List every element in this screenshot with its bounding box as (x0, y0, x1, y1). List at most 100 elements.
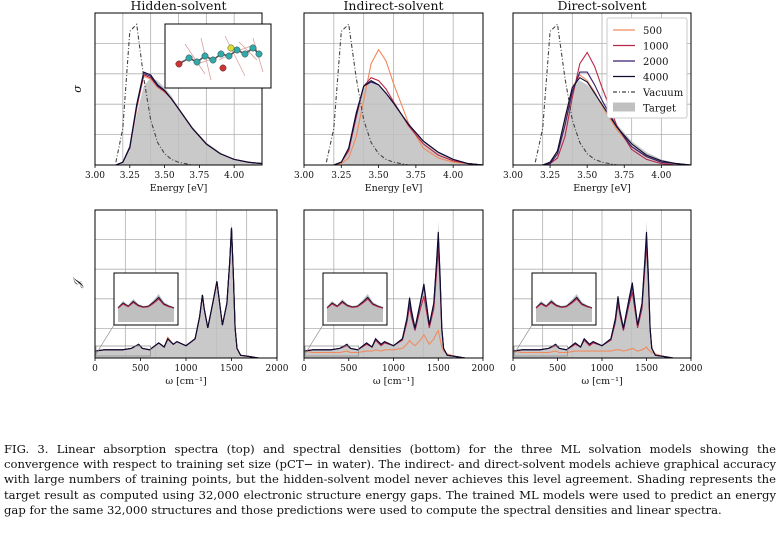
series-target-area (326, 80, 483, 165)
zoom-region-box (304, 345, 360, 357)
x-axis-label: Energy [eV] (573, 183, 631, 194)
inset-connector (513, 324, 533, 355)
inset-connector (304, 324, 324, 355)
molecule-atom (241, 50, 249, 58)
y-axis-label: σ (71, 85, 84, 93)
inset-series-4000 (117, 296, 175, 309)
legend-swatch-target (613, 102, 635, 112)
x-tick-label: 1500 (427, 364, 450, 374)
chart-panel-4: 0 500 1000 1500 2000 ω [cm⁻¹] 𝒥 (71, 209, 289, 387)
molecule-atom (225, 52, 233, 60)
x-tick-label: 2000 (680, 364, 703, 374)
x-tick-label: 3.50 (577, 171, 597, 181)
series-line-500 (303, 329, 483, 359)
molecule-atom (255, 50, 263, 58)
inset-series-1000 (535, 298, 593, 309)
molecule-atom (233, 46, 241, 54)
legend-label: Target (643, 104, 676, 115)
series-target-area (115, 77, 262, 165)
legend-label: 2000 (643, 57, 668, 68)
molecule-atom (193, 58, 201, 66)
series-target-area (95, 221, 277, 358)
axes-frame (303, 12, 484, 166)
series-line-vacuum (115, 23, 262, 166)
molecule-inset (164, 23, 272, 89)
inset-connector (95, 324, 115, 355)
zoom-region-box (95, 345, 151, 357)
legend-label: 1000 (643, 42, 668, 53)
chart-panel-1: 3.00 3.25 3.50 3.75 4.00 Energy [eV] Hidden-so… (71, 0, 263, 194)
x-tick-label: 3.50 (155, 171, 175, 181)
chart-panel-5: 0 500 1000 1500 2000 ω [cm⁻¹] (301, 209, 495, 387)
water-molecule (184, 43, 206, 75)
axes-frame (94, 12, 263, 166)
x-tick-label: 4.00 (443, 171, 463, 181)
molecule-atom (217, 50, 225, 58)
x-tick-label: 500 (132, 364, 149, 374)
series-line-2000 (535, 71, 692, 166)
x-tick-label: 0 (92, 364, 98, 374)
x-tick-label: 0 (301, 364, 307, 374)
x-tick-label: 3.75 (189, 171, 209, 181)
x-tick-label: 3.00 (85, 171, 105, 181)
x-tick-label: 1000 (382, 364, 405, 374)
chart-panel-6: 0 500 1000 1500 2000 ω [cm⁻¹] (510, 209, 703, 387)
inset-series-1000 (117, 298, 175, 309)
chart-title: Indirect-solvent (343, 0, 443, 13)
x-tick-label: 500 (549, 364, 566, 374)
x-tick-label: 3.25 (540, 171, 560, 181)
series-line-4000 (115, 71, 263, 166)
series-line-4000 (535, 76, 692, 166)
x-axis-label: Energy [eV] (365, 183, 423, 194)
molecule-atom (227, 44, 235, 52)
series-line-500 (326, 48, 484, 166)
x-tick-label: 2000 (472, 364, 495, 374)
molecule-atom (249, 44, 257, 52)
x-axis-label: ω [cm⁻¹] (581, 376, 622, 387)
x-tick-label: 4.00 (651, 171, 671, 181)
x-tick-label: 1000 (591, 364, 614, 374)
legend: 500 1000 2000 4000 Vacuum Target (606, 17, 688, 119)
series-target-area (535, 80, 691, 165)
chart-title: Hidden-solvent (130, 0, 226, 13)
x-axis-label: Energy [eV] (150, 183, 208, 194)
molecule-atom (175, 60, 183, 68)
legend-frame (606, 17, 688, 119)
series-line-500 (512, 346, 691, 359)
water-molecule (224, 35, 246, 77)
x-tick-label: 4.00 (224, 171, 244, 181)
x-tick-label: 3.00 (294, 171, 314, 181)
x-tick-label: 1500 (635, 364, 658, 374)
legend-label: 4000 (643, 73, 668, 84)
x-axis-label: ω [cm⁻¹] (373, 376, 414, 387)
series-line-1000 (326, 77, 484, 166)
inset-series-1000 (326, 298, 384, 309)
x-axis-label: ω [cm⁻¹] (165, 376, 206, 387)
zoom-region-box (513, 345, 568, 357)
series-line-4000 (326, 79, 484, 166)
x-tick-label: 3.75 (406, 171, 426, 181)
x-tick-label: 2000 (266, 364, 289, 374)
inset-series-4000 (326, 296, 384, 309)
series-line-1000 (535, 51, 691, 166)
legend-label: 500 (643, 26, 662, 37)
x-tick-label: 500 (340, 364, 357, 374)
x-tick-label: 3.75 (614, 171, 634, 181)
x-tick-label: 1000 (175, 364, 198, 374)
y-axis-label: 𝒥 (71, 276, 84, 289)
figure-canvas: 3.00 3.25 3.50 3.75 4.00 Energy [eV] Hidden-so… (71, 0, 703, 387)
series-line-vacuum (325, 23, 483, 166)
x-tick-label: 3.25 (120, 171, 140, 181)
figure-caption: FIG. 3. Linear absorption spectra (top) … (4, 442, 776, 517)
chart-panel-2: 3.00 3.25 3.50 3.75 4.00 Energy [eV] Indirect-… (294, 0, 484, 194)
molecule-atom (185, 54, 193, 62)
inset-series-4000 (535, 296, 593, 309)
legend-label: Vacuum (642, 88, 684, 99)
x-tick-label: 1500 (220, 364, 243, 374)
chart-title: Direct-solvent (557, 0, 646, 13)
molecule-atom (209, 56, 217, 64)
x-tick-label: 3.25 (331, 171, 351, 181)
axes-frame (512, 12, 692, 166)
x-tick-label: 3.00 (503, 171, 523, 181)
molecule-atom (219, 64, 227, 72)
